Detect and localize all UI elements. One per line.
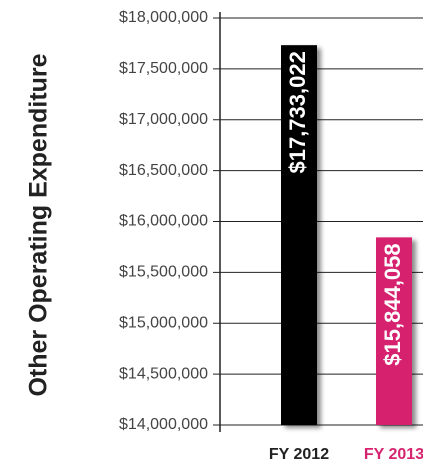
y-tick-label: $15,500,000 xyxy=(119,264,208,281)
y-tick-label: $14,500,000 xyxy=(119,365,208,382)
value-label: $17,733,022 xyxy=(285,51,310,173)
y-tick-label: $16,500,000 xyxy=(119,162,208,179)
x-tick-label: FY 2012 xyxy=(269,446,329,463)
y-tick-label: $16,000,000 xyxy=(119,213,208,230)
y-axis-label: Other Operating Expenditure xyxy=(25,53,53,396)
value-label: $15,844,058 xyxy=(380,243,405,365)
y-tick-label: $18,000,000 xyxy=(119,9,208,26)
y-tick-label: $15,000,000 xyxy=(119,314,208,331)
bar xyxy=(376,237,412,425)
y-tick-label: $17,500,000 xyxy=(119,60,208,77)
x-tick-label: FY 2013 xyxy=(364,446,423,463)
y-tick-label: $17,000,000 xyxy=(119,111,208,128)
bar xyxy=(281,45,317,426)
y-tick-label: $14,000,000 xyxy=(119,416,208,433)
